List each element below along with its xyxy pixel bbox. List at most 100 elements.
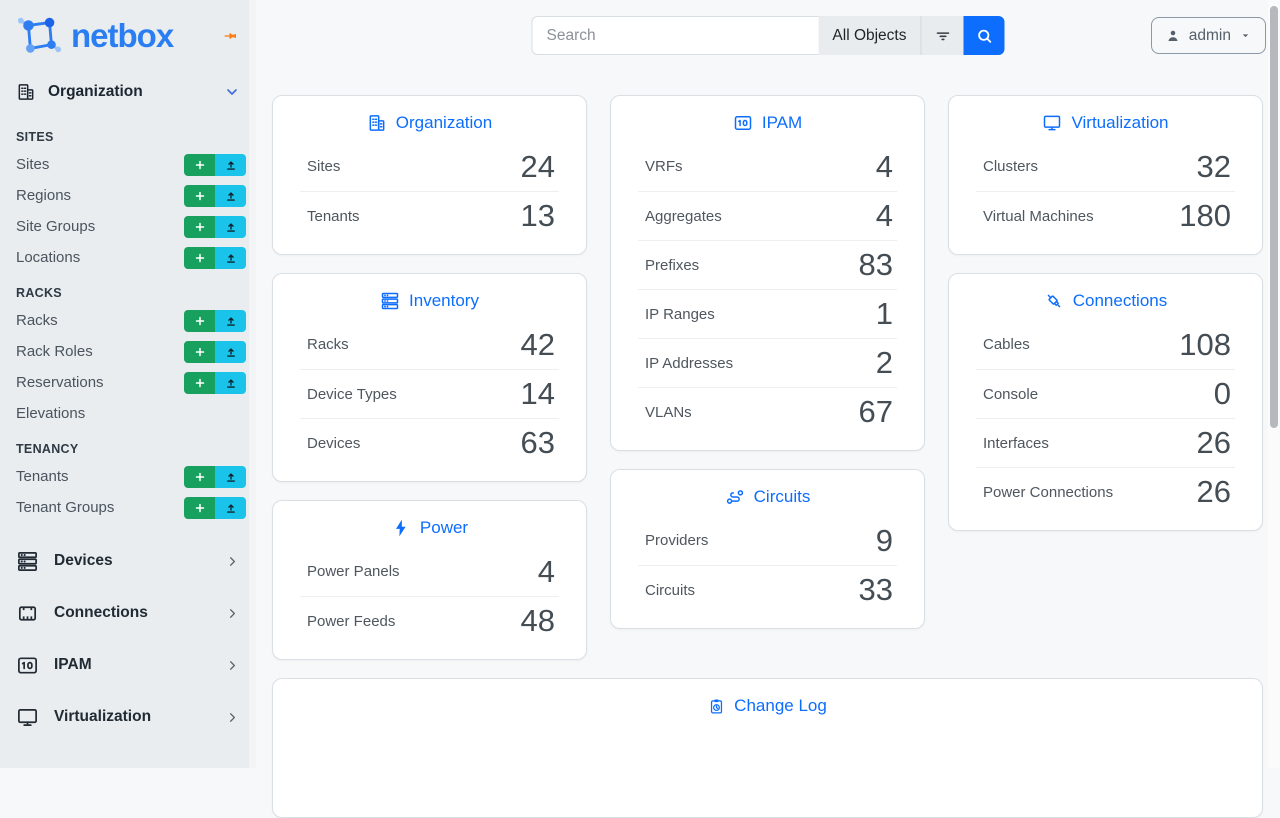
stat-row: Providers 9 <box>638 516 897 565</box>
binary-icon <box>16 654 39 677</box>
sidebar-item-label: Connections <box>54 604 148 621</box>
card-title[interactable]: IPAM <box>611 96 924 142</box>
change-log-title[interactable]: Change Log <box>273 679 1262 725</box>
card-title-label: Virtualization <box>1071 113 1169 132</box>
card-title[interactable]: Power <box>273 501 586 547</box>
sidebar-item-label: Rack Roles <box>16 343 93 360</box>
sidebar-item-elevations[interactable]: Elevations <box>0 398 256 429</box>
stat-label[interactable]: Sites <box>307 158 341 175</box>
plus-icon <box>194 502 206 514</box>
binary-icon <box>733 113 753 133</box>
add-button[interactable] <box>184 465 215 488</box>
stat-label[interactable]: Power Connections <box>983 483 1114 501</box>
sidebar-scrollbar[interactable] <box>249 0 256 768</box>
sidebar-group-heading: RACKS <box>16 286 62 300</box>
sidebar-item-rack-roles[interactable]: Rack Roles <box>0 336 256 367</box>
add-button[interactable] <box>184 371 215 394</box>
card-title[interactable]: Connections <box>949 274 1262 320</box>
stat-label[interactable]: Providers <box>645 532 709 549</box>
dashboard: Organization Sites 24 Tenants 13 Inventory Rac… <box>256 71 1280 818</box>
card-title[interactable]: Inventory <box>273 274 586 320</box>
stat-label[interactable]: Cables <box>983 336 1030 353</box>
stat-label[interactable]: Aggregates <box>645 207 722 225</box>
sidebar-item-organization[interactable]: Organization <box>0 67 256 117</box>
sidebar-item-regions[interactable]: Regions <box>0 180 256 211</box>
stat-label[interactable]: Interfaces <box>983 434 1049 452</box>
sidebar-item-connections[interactable]: Connections <box>0 587 256 639</box>
stat-label[interactable]: Devices <box>307 434 361 452</box>
sidebar-item-site-groups[interactable]: Site Groups <box>0 211 256 242</box>
card-title[interactable]: Circuits <box>611 470 924 516</box>
stat-label[interactable]: IP Addresses <box>645 354 734 372</box>
import-button[interactable] <box>215 184 246 207</box>
stat-label[interactable]: Power Panels <box>307 563 400 580</box>
page-scrollbar[interactable] <box>1268 0 1280 768</box>
sidebar-item-locations[interactable]: Locations <box>0 242 256 273</box>
stat-label[interactable]: Tenants <box>307 207 360 225</box>
sidebar-item-label: Virtualization <box>54 708 152 725</box>
import-button[interactable] <box>215 496 246 519</box>
sidebar-item-tenants[interactable]: Tenants <box>0 461 256 492</box>
sidebar-item-racks[interactable]: Racks <box>0 305 256 336</box>
sidebar-item-reservations[interactable]: Reservations <box>0 367 256 398</box>
stat-row: Racks 42 <box>300 320 559 369</box>
card-title-label: Inventory <box>409 291 479 310</box>
stat-label[interactable]: IP Ranges <box>645 305 715 323</box>
stat-label[interactable]: Virtual Machines <box>983 207 1094 225</box>
stat-value: 4 <box>537 553 555 589</box>
sidebar-item-label: Organization <box>48 83 143 100</box>
stat-label[interactable]: Prefixes <box>645 256 700 274</box>
sidebar-item-label: Elevations <box>16 405 86 422</box>
add-button[interactable] <box>184 496 215 519</box>
sidebar-item-ipam[interactable]: IPAM <box>0 639 256 691</box>
add-button[interactable] <box>184 340 215 363</box>
add-button[interactable] <box>184 153 215 176</box>
import-button[interactable] <box>215 371 246 394</box>
item-action-buttons <box>184 246 246 269</box>
caret-down-icon <box>1239 29 1252 42</box>
user-menu-button[interactable]: admin <box>1150 17 1266 54</box>
sidebar: netbox Organization SITES Sites Regions Sit… <box>0 0 256 768</box>
sidebar-item-tenant-groups[interactable]: Tenant Groups <box>0 492 256 523</box>
stat-label[interactable]: Circuits <box>645 581 696 599</box>
stat-value: 33 <box>858 572 893 607</box>
stat-label[interactable]: Clusters <box>983 158 1039 175</box>
bolt-icon <box>391 518 411 538</box>
add-button[interactable] <box>184 246 215 269</box>
sidebar-item-devices[interactable]: Devices <box>0 535 256 587</box>
upload-icon <box>224 345 238 359</box>
add-button[interactable] <box>184 309 215 332</box>
stat-row: Clusters 32 <box>976 142 1235 191</box>
pin-icon[interactable] <box>220 26 240 46</box>
stat-label[interactable]: Device Types <box>307 385 397 403</box>
search-button[interactable] <box>963 16 1005 55</box>
import-button[interactable] <box>215 465 246 488</box>
card-title-label: Circuits <box>753 487 811 506</box>
import-button[interactable] <box>215 246 246 269</box>
import-button[interactable] <box>215 309 246 332</box>
add-button[interactable] <box>184 184 215 207</box>
card-rows: Clusters 32 Virtual Machines 180 <box>976 142 1235 254</box>
sidebar-item-sites[interactable]: Sites <box>0 149 256 180</box>
sidebar-groups: SITES Sites Regions Site Groups Locations RAC… <box>0 117 256 523</box>
page-scrollbar-thumb[interactable] <box>1270 6 1278 428</box>
topbar: All Objects admin <box>256 0 1280 71</box>
search-scope-select[interactable]: All Objects <box>818 16 921 55</box>
brand-wordmark[interactable]: netbox <box>71 17 174 54</box>
stat-label[interactable]: Console <box>983 385 1039 403</box>
stat-label[interactable]: VRFs <box>645 158 683 175</box>
search-input[interactable] <box>531 16 819 55</box>
sidebar-item-virtualization[interactable]: Virtualization <box>0 691 256 743</box>
import-button[interactable] <box>215 153 246 176</box>
stat-label[interactable]: Racks <box>307 336 349 353</box>
import-button[interactable] <box>215 340 246 363</box>
stat-label[interactable]: Power Feeds <box>307 612 396 630</box>
add-button[interactable] <box>184 215 215 238</box>
card-title[interactable]: Virtualization <box>949 96 1262 142</box>
card-title[interactable]: Organization <box>273 96 586 142</box>
stat-label[interactable]: VLANs <box>645 403 692 421</box>
chevron-right-icon <box>225 658 240 673</box>
netbox-logo[interactable] <box>16 13 62 59</box>
filter-button[interactable] <box>920 16 964 55</box>
import-button[interactable] <box>215 215 246 238</box>
